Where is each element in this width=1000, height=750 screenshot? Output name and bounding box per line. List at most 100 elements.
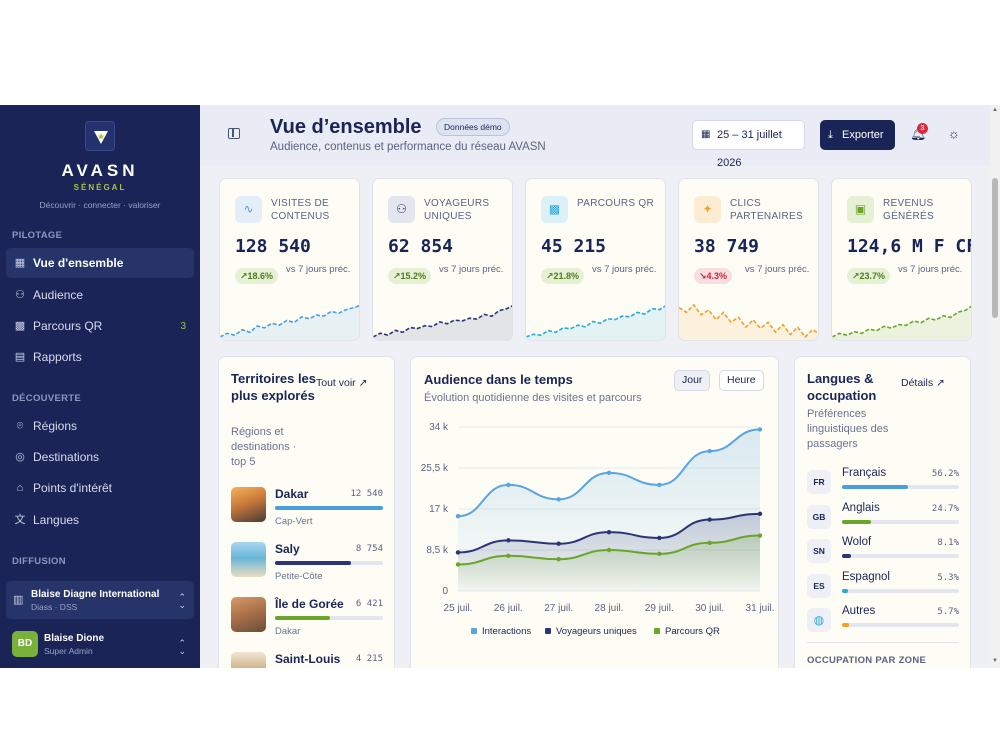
series-point <box>757 427 763 432</box>
territories-title: Territoires les plus explorés <box>231 371 317 403</box>
org-name: Blaise Diagne International <box>31 589 160 600</box>
language-code: SN <box>807 539 831 563</box>
demo-badge: Données démo <box>436 118 510 136</box>
toggle-hour[interactable]: Heure <box>719 370 764 391</box>
language-bar-fill <box>842 519 871 524</box>
territory-row[interactable]: Île de Gorée 6 421 Dakar <box>231 597 383 647</box>
y-tick-label: 34 k <box>429 422 449 433</box>
y-tick-label: 25,5 k <box>421 463 449 474</box>
kpi-sparkline <box>220 304 359 340</box>
territory-name: Saint-Louis <box>275 652 341 666</box>
series-point <box>707 517 712 522</box>
territory-bar-fill <box>275 561 351 565</box>
kpi-sparkline <box>526 305 665 340</box>
language-code: GB <box>807 504 831 529</box>
scroll-up-icon[interactable]: ▲ <box>992 107 998 113</box>
y-tick-label: 17 k <box>429 504 449 515</box>
sidebar-item-regions[interactable]: ⌾ Régions <box>6 411 194 441</box>
scroll-thumb[interactable] <box>992 178 998 318</box>
sparkline-line <box>832 305 971 338</box>
see-all-link[interactable]: Tout voir ↗ <box>316 377 367 389</box>
territory-row[interactable]: Saint-Louis 4 215 <box>231 652 383 668</box>
kpi-label: CLICS PARTENAIRES <box>730 198 803 222</box>
sidebar-item-languages[interactable]: 文 Langues <box>6 505 194 535</box>
sidebar-item-audience[interactable]: ⚇ Audience <box>6 280 194 310</box>
series-point <box>455 562 461 567</box>
territory-row[interactable]: Saly 8 754 Petite-Côte <box>231 542 383 592</box>
logo <box>85 121 115 151</box>
chevron-updown-icon: ⌃ ⌄ <box>178 592 186 610</box>
series-point <box>606 529 612 535</box>
export-label: Exporter <box>842 129 884 141</box>
date-range-button[interactable]: ▦ 25 – 31 juillet 2026 <box>692 120 805 169</box>
sidebar-item-destinations[interactable]: ◎ Destinations <box>6 442 194 472</box>
scroll-down-icon[interactable]: ▼ <box>992 658 998 664</box>
see-all-label: Tout voir <box>316 377 356 389</box>
kpi-card: ▣ REVENUS GÉNÉRÉS 124,6 M F CFA ↗23.7% vs 7 … <box>831 178 972 341</box>
pin-icon: ⌾ <box>16 420 24 432</box>
series-point <box>506 553 511 558</box>
toggle-day[interactable]: Jour <box>674 370 711 391</box>
language-bar <box>842 519 959 524</box>
kpi-card: ⚇ VOYAGEURS UNIQUES 62 854 ↗15.2% vs 7 jours… <box>372 178 513 341</box>
language-row: FR Français 56.2% <box>807 467 959 497</box>
kpi-compare: vs 7 jours préc. <box>898 264 963 275</box>
territory-bar <box>275 561 383 565</box>
brand-country: SÉNÉGAL <box>73 183 127 192</box>
notification-count: 3 <box>917 123 928 134</box>
qr-icon: ▩ <box>14 320 26 332</box>
x-tick-label: 25 juil. <box>444 603 473 614</box>
language-bar <box>842 554 959 558</box>
section-decouverte: DÉCOUVERTE <box>12 393 81 404</box>
legend-swatch <box>545 628 551 634</box>
territory-photo <box>231 542 266 577</box>
language-name: Autres <box>842 605 876 617</box>
kpi-value: 45 215 <box>541 236 607 257</box>
legend-swatch <box>471 628 477 634</box>
kpi-value: 62 854 <box>388 236 454 257</box>
sparkline-line <box>220 304 359 338</box>
user-role: Super Admin <box>44 646 93 656</box>
territories-panel: Territoires les plus explorés Tout voir … <box>218 356 395 668</box>
kpi-value: 124,6 M F CFA <box>847 236 971 257</box>
translate-icon: 文 <box>14 514 26 526</box>
qr-icon: ▩ <box>541 196 568 223</box>
series-point <box>606 547 612 553</box>
language-name: Anglais <box>842 501 880 514</box>
series-point <box>556 497 561 502</box>
sidebar-item-label: Parcours QR <box>33 319 103 333</box>
series-point <box>757 511 763 517</box>
sidebar-item-overview[interactable]: ▦ Vue d'ensemble <box>6 248 194 278</box>
language-pct: 5.3% <box>937 572 959 583</box>
details-label: Détails <box>901 377 934 389</box>
territory-name: Île de Gorée <box>275 597 344 611</box>
sidebar-toggle-icon[interactable] <box>228 128 240 139</box>
building-icon: ▥ <box>13 594 24 606</box>
user-menu[interactable]: BD Blaise Dione Super Admin ⌃ ⌄ <box>6 627 194 663</box>
territory-row[interactable]: Dakar 12 540 Cap-Vert <box>231 487 383 537</box>
language-bar <box>842 588 959 593</box>
language-bar <box>842 485 959 489</box>
users-icon: ⚇ <box>15 289 25 301</box>
org-switcher[interactable]: ▥ Blaise Diagne International Diass · DS… <box>6 581 194 619</box>
language-bar-fill <box>842 623 849 627</box>
theme-toggle-icon[interactable]: ☼ <box>948 126 960 141</box>
sidebar-item-qr[interactable]: ▩ Parcours QR 3 <box>6 311 194 341</box>
export-button[interactable]: ⤓ Exporter <box>820 120 895 150</box>
kpi-sparkline <box>373 305 512 340</box>
details-link[interactable]: Détails ↗ <box>901 377 945 389</box>
x-tick-label: 27 juil. <box>544 603 573 614</box>
language-name: Espagnol <box>842 570 890 583</box>
y-tick-label: 0 <box>442 586 448 597</box>
sidebar-item-poi[interactable]: ⌂ Points d'intérêt <box>6 473 194 503</box>
download-icon: ⤓ <box>828 129 833 141</box>
sidebar-item-reports[interactable]: ▤ Rapports <box>6 342 194 372</box>
scrollbar[interactable]: ▲ ▼ <box>990 105 1000 668</box>
audience-title: Audience dans le temps <box>424 372 573 387</box>
sidebar-item-label: Destinations <box>33 450 100 464</box>
language-pct: 56.2% <box>931 469 959 479</box>
kpi-compare: vs 7 jours préc. <box>286 264 351 275</box>
series-point <box>455 550 461 555</box>
sidebar-item-label: Points d'intérêt <box>33 481 113 495</box>
language-bar <box>842 623 959 627</box>
